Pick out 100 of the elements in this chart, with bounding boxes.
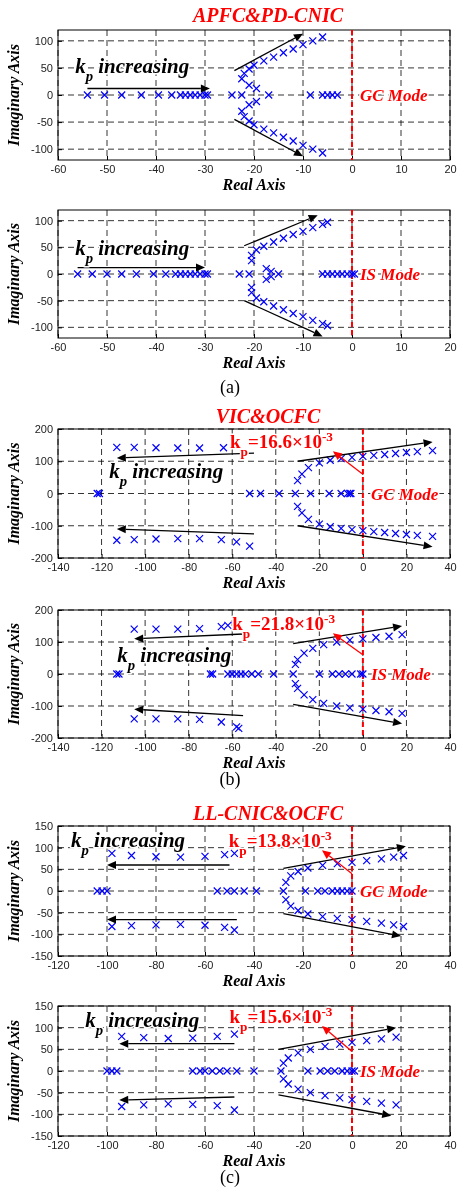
point — [326, 456, 335, 465]
point — [358, 526, 367, 535]
point — [291, 679, 300, 688]
point — [371, 633, 381, 642]
point — [217, 535, 226, 544]
x-tick-label: -20 — [246, 162, 263, 175]
x-tick-label: -120 — [91, 740, 114, 753]
point — [319, 699, 328, 708]
ref-line-label: IS Mode — [359, 265, 421, 284]
point — [249, 1066, 259, 1076]
point — [274, 489, 284, 498]
x-tick-label: -60 — [50, 162, 67, 175]
x-tick-label: -100 — [134, 560, 157, 573]
x-tick-label: -20 — [311, 740, 328, 753]
x-tick-label: -40 — [148, 340, 165, 353]
point — [303, 863, 312, 873]
point — [413, 531, 422, 540]
point — [289, 44, 298, 54]
x-tick-label: -80 — [148, 958, 165, 971]
y-tick-label: 100 — [34, 34, 53, 47]
y-tick-label: 50 — [40, 1043, 53, 1056]
y-tick-label: -200 — [30, 732, 53, 745]
point — [230, 1105, 239, 1115]
x-tick-label: -60 — [50, 340, 67, 353]
point — [195, 624, 204, 633]
point — [269, 237, 278, 247]
point — [298, 141, 308, 150]
point — [347, 525, 357, 534]
point — [195, 443, 204, 453]
point — [347, 858, 357, 867]
point — [117, 1032, 126, 1041]
point — [245, 100, 254, 109]
point — [399, 851, 408, 860]
point — [247, 251, 256, 260]
y-tick-label: -50 — [37, 116, 53, 129]
point — [252, 886, 261, 896]
point — [220, 923, 229, 932]
point — [389, 853, 398, 862]
point — [289, 136, 298, 146]
point — [112, 536, 121, 545]
x-tick-label: 0 — [349, 958, 356, 971]
y-tick-label: 50 — [40, 863, 53, 876]
point — [377, 1098, 386, 1108]
point — [384, 707, 394, 716]
x-tick-label: 40 — [444, 1138, 457, 1151]
point — [83, 90, 92, 100]
y-tick-label: 0 — [46, 1065, 53, 1078]
point — [188, 1033, 197, 1043]
x-tick-label: -80 — [181, 740, 198, 753]
x-tick-label: -30 — [197, 340, 214, 353]
point — [269, 301, 278, 311]
point — [345, 635, 354, 645]
point — [256, 489, 265, 498]
point — [325, 489, 334, 498]
point — [151, 534, 161, 544]
point — [249, 61, 259, 70]
point — [371, 706, 381, 715]
y-tick-label: 100 — [34, 214, 53, 227]
y-tick-label: -100 — [30, 321, 53, 334]
point — [320, 1091, 330, 1100]
point — [306, 90, 315, 100]
x-tick-label: -120 — [91, 560, 114, 573]
point — [286, 902, 295, 911]
point — [173, 534, 182, 543]
point — [362, 1036, 371, 1045]
point — [315, 520, 324, 529]
point — [299, 690, 309, 699]
point — [315, 669, 324, 679]
point — [294, 1048, 303, 1057]
point — [384, 632, 394, 641]
point — [164, 1034, 173, 1043]
x-tick-label: 0 — [349, 162, 356, 175]
x-tick-label: -50 — [99, 162, 116, 175]
point — [362, 917, 371, 926]
x-tick-label: 20 — [400, 740, 414, 753]
x-axis-title: Real Axis — [221, 176, 286, 193]
y-tick-label: 0 — [46, 268, 53, 281]
point — [217, 717, 226, 727]
point — [154, 90, 163, 100]
point — [289, 230, 298, 239]
point — [151, 852, 161, 861]
annotation: k$_{p}$ increasing — [85, 1008, 200, 1039]
point — [112, 669, 121, 679]
y-tick-label: 100 — [34, 455, 53, 468]
point — [428, 532, 437, 541]
y-tick-label: 50 — [40, 241, 53, 254]
point — [249, 120, 259, 129]
point — [247, 256, 256, 265]
point — [308, 316, 317, 325]
point — [308, 36, 317, 45]
annotation: k$_{p}$ increasing — [75, 54, 190, 85]
point — [291, 660, 300, 669]
point — [247, 283, 256, 292]
point — [176, 920, 185, 929]
point — [252, 97, 261, 106]
x-tick-label: -80 — [181, 560, 198, 573]
point — [304, 463, 313, 472]
point — [318, 912, 327, 921]
point — [284, 1079, 293, 1089]
annotation: k$_{p}$ increasing — [109, 459, 224, 490]
